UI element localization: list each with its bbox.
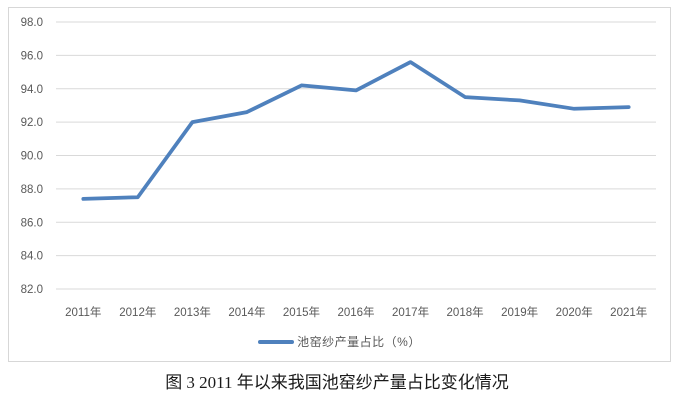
x-axis-tick-label: 2016年 [337, 305, 374, 319]
y-axis-tick-label: 86.0 [21, 217, 43, 229]
x-axis-tick-label: 2012年 [119, 305, 156, 319]
chart-canvas: 82.0 84.0 86.0 88.0 90.0 92.0 94.0 96.0 98.0 2011… [21, 17, 656, 319]
y-axis-tick-label: 90.0 [21, 151, 43, 163]
y-axis-tick-label: 96.0 [21, 50, 43, 62]
x-axis-tick-label: 2019年 [501, 305, 538, 319]
chart-legend: 池窑纱产量占比（%） [9, 333, 670, 350]
x-axis-tick-label: 2013年 [174, 305, 211, 319]
y-axis-tick-label: 88.0 [21, 184, 43, 196]
x-axis-tick-label: 2017年 [392, 305, 429, 319]
legend-label: 池窑纱产量占比（%） [297, 335, 421, 349]
x-axis-tick-label: 2011年 [65, 305, 101, 319]
y-axis-tick-label: 82.0 [21, 284, 43, 296]
y-axis-tick-label: 92.0 [21, 117, 43, 129]
legend-line-marker [258, 339, 295, 344]
line-chart: 82.0 84.0 86.0 88.0 90.0 92.0 94.0 96.0 98.0 2011… [8, 7, 671, 362]
x-axis-tick-label: 2018年 [447, 305, 484, 319]
figure-caption: 图 3 2011 年以来我国池窑纱产量占比变化情况 [165, 373, 509, 392]
x-axis-tick-label: 2020年 [556, 305, 593, 319]
y-axis-tick-label: 94.0 [21, 84, 43, 96]
data-line-series [81, 60, 631, 201]
x-axis-tick-label: 2021年 [610, 305, 647, 319]
y-axis-tick-label: 84.0 [21, 251, 43, 263]
x-axis-tick-label: 2014年 [228, 305, 265, 319]
y-axis-tick-label: 98.0 [21, 17, 43, 29]
x-axis-tick-label: 2015年 [283, 305, 320, 319]
